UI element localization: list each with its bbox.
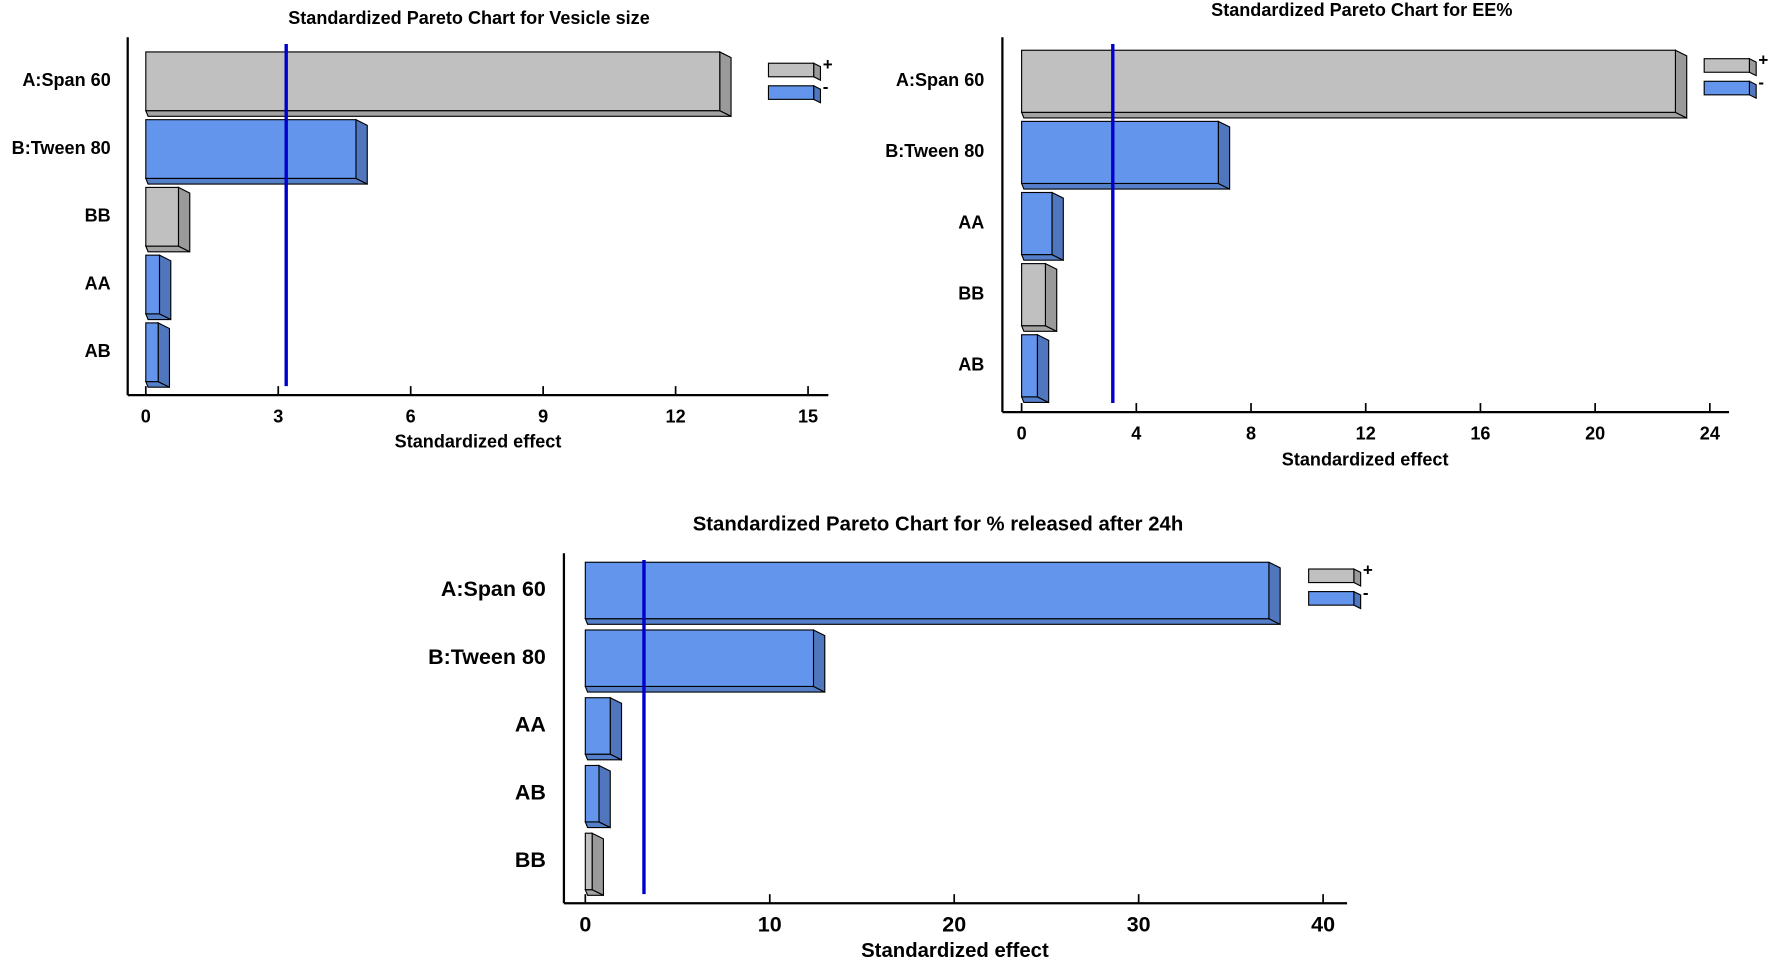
chart-title: Standardized Pareto Chart for EE% <box>1211 0 1512 20</box>
y-tick-label: AA <box>85 273 111 293</box>
bar-side <box>609 696 623 761</box>
x-axis-title: Standardized effect <box>395 431 562 451</box>
legend-swatch <box>1308 591 1355 606</box>
legend-label: - <box>1758 73 1764 92</box>
bar-side <box>591 832 605 897</box>
legend-swatch <box>767 62 815 78</box>
legend-label: + <box>1758 50 1768 69</box>
bar-side <box>355 118 368 185</box>
x-tick-label: 4 <box>1131 423 1141 443</box>
x-axis-title: Standardized effect <box>861 940 1049 962</box>
bar-side <box>1674 49 1688 119</box>
figure-body: Standardized Pareto Chart for Vesicle si… <box>12 0 1769 962</box>
y-tick-label: BB <box>515 848 546 872</box>
bar <box>1021 120 1219 185</box>
bar-side <box>158 254 172 321</box>
bar-side <box>1044 262 1058 333</box>
y-tick-label: AB <box>515 780 546 804</box>
x-tick-label: 8 <box>1246 423 1256 443</box>
bar-side <box>812 629 826 693</box>
bar-side <box>1217 120 1231 191</box>
bar-side <box>719 51 732 118</box>
x-tick-label: 9 <box>538 407 548 427</box>
y-tick-label: B:Tween 80 <box>12 138 111 158</box>
bar-side <box>1268 561 1281 626</box>
y-tick-label: A:Span 60 <box>896 70 984 90</box>
x-tick-label: 12 <box>666 407 686 427</box>
bar-depth <box>144 110 732 117</box>
y-tick-label: BB <box>958 283 984 303</box>
x-tick-label: 30 <box>1127 912 1151 936</box>
legend-label: - <box>823 78 829 97</box>
x-tick-label: 20 <box>1585 423 1605 443</box>
bar <box>145 51 721 112</box>
bar <box>584 697 611 755</box>
bar-depth <box>1020 182 1230 190</box>
y-tick-label: AB <box>958 355 984 375</box>
chart-title: Standardized Pareto Chart for Vesicle si… <box>288 8 650 28</box>
bar-side <box>1051 191 1064 262</box>
bar <box>1021 263 1046 327</box>
y-tick-label: A:Span 60 <box>22 70 110 90</box>
legend-label: - <box>1363 583 1369 602</box>
x-tick-label: 0 <box>579 912 591 936</box>
x-tick-label: 12 <box>1356 423 1376 443</box>
y-tick-label: AA <box>958 212 984 232</box>
x-tick-label: 16 <box>1470 423 1490 443</box>
y-tick-label: B:Tween 80 <box>885 141 984 161</box>
bar-side <box>177 186 191 253</box>
bar <box>1021 334 1038 398</box>
x-tick-label: 24 <box>1700 423 1720 443</box>
legend-swatch-side <box>1748 80 1757 100</box>
legend-swatch-side <box>813 84 822 104</box>
bar <box>584 629 815 687</box>
legend-swatch <box>1703 80 1750 96</box>
x-tick-label: 10 <box>758 912 782 936</box>
bar-side <box>157 321 171 389</box>
chart: Standardized Pareto Chart for EE% A:Span … <box>885 0 1768 469</box>
y-tick-label: BB <box>85 206 111 226</box>
bar-depth <box>584 618 1281 625</box>
bar <box>145 186 180 247</box>
chart-title: Standardized Pareto Chart for % released… <box>693 513 1184 535</box>
legend-swatch <box>767 85 815 100</box>
legend-swatch <box>1703 58 1750 73</box>
y-tick-label: B:Tween 80 <box>428 645 546 669</box>
bar <box>145 322 159 383</box>
x-axis-title: Standardized effect <box>1282 449 1449 469</box>
bar-depth <box>144 177 368 185</box>
y-tick-label: A:Span 60 <box>441 577 546 601</box>
bar-depth <box>1020 111 1687 119</box>
legend-label: + <box>823 55 833 74</box>
bar <box>145 254 161 315</box>
chart: Standardized Pareto Chart for % released… <box>428 513 1373 962</box>
legend-swatch <box>1308 568 1355 584</box>
bar <box>584 764 600 823</box>
x-tick-label: 3 <box>273 407 283 427</box>
legend-label: + <box>1363 561 1373 580</box>
x-tick-label: 20 <box>942 912 966 936</box>
bar <box>1021 191 1053 256</box>
x-tick-label: 0 <box>1017 423 1027 443</box>
legend-swatch-side <box>1353 590 1362 610</box>
x-tick-label: 40 <box>1311 912 1335 936</box>
y-tick-label: AA <box>515 713 546 737</box>
y-tick-label: AB <box>85 341 111 361</box>
legend-swatch-side <box>813 62 822 82</box>
bar <box>1021 49 1676 113</box>
x-tick-label: 15 <box>798 407 818 427</box>
x-tick-label: 6 <box>406 407 416 427</box>
bar <box>145 119 357 179</box>
bar <box>584 832 593 891</box>
bar-side <box>1036 333 1050 404</box>
chart: Standardized Pareto Chart for Vesicle si… <box>12 8 833 451</box>
legend-swatch-side <box>1353 568 1362 587</box>
bar-depth <box>584 685 826 693</box>
x-tick-label: 0 <box>141 407 151 427</box>
legend-swatch-side <box>1748 57 1757 77</box>
bar-side <box>598 764 611 829</box>
bar <box>584 561 1270 620</box>
